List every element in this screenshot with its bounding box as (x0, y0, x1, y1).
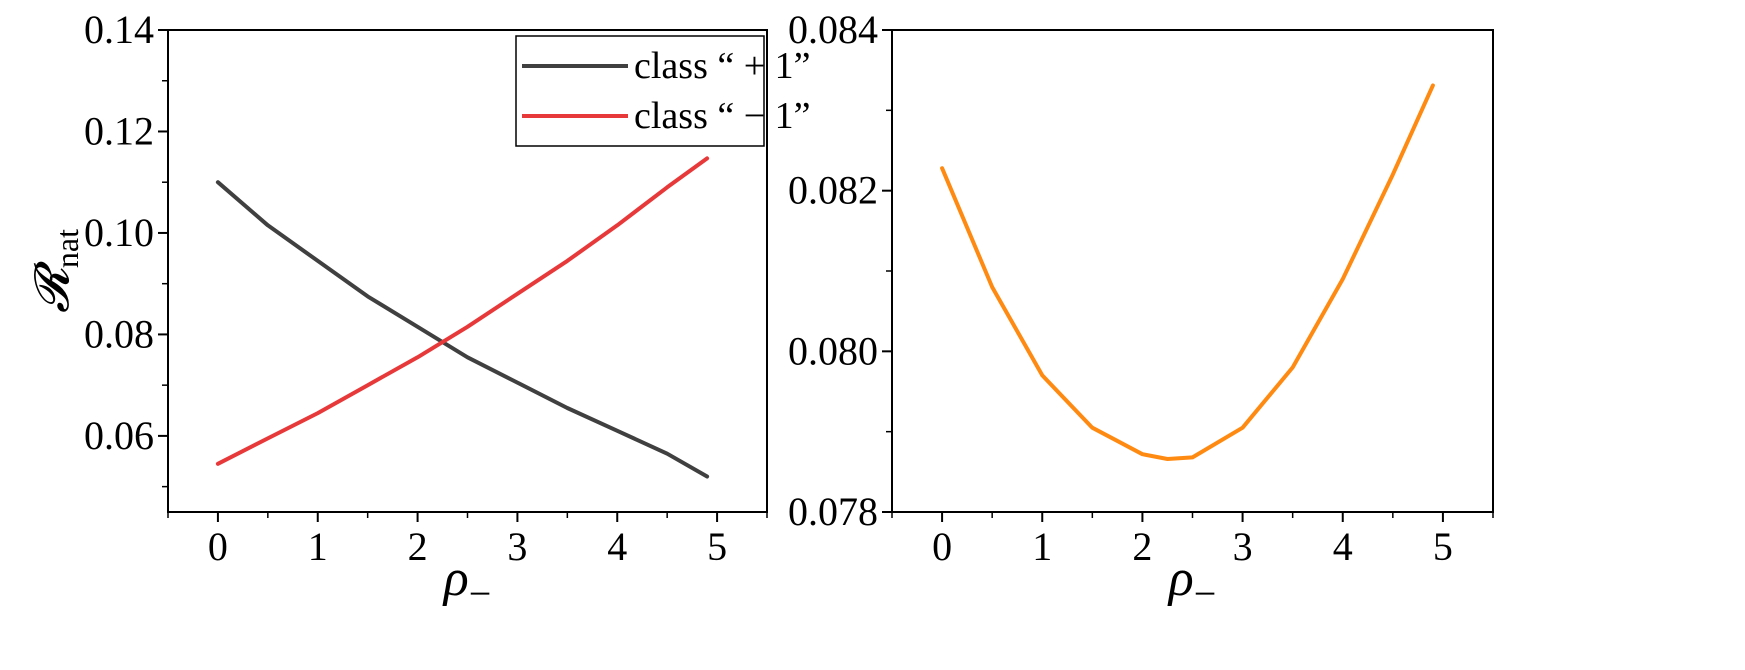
x-tick-label: 0 (208, 524, 228, 569)
left-panel: 0 1 2 3 4 5 0.06 0.08 0.10 0.12 0.14 ρ− 𝓡nat class “ … (26, 7, 811, 616)
series-line-0 (940, 83, 1435, 461)
y-tick-label: 0.12 (84, 108, 154, 153)
y-tick-label: 0.06 (84, 413, 154, 458)
x-axis-title-subscript: − (1194, 571, 1217, 616)
x-axis-title-subscript: − (469, 571, 492, 616)
x-axis-title-main: ρ (442, 550, 469, 607)
right-panel: 0 1 2 3 4 5 0.078 0.080 0.082 0.084 ρ− (788, 7, 1494, 616)
legend-label-1: class “ − 1” (634, 95, 811, 137)
x-axis-title: ρ− (1167, 550, 1217, 616)
legend-box (515, 35, 765, 147)
x-tick-label: 4 (607, 524, 627, 569)
y-tick-label: 0.078 (788, 489, 878, 534)
y-tick-label: 0.08 (84, 311, 154, 356)
x-tick-label: 5 (1433, 524, 1453, 569)
x-tick-label: 0 (932, 524, 952, 569)
x-tick-label: 2 (408, 524, 428, 569)
y-axis-title-text: 𝓡nat (26, 229, 85, 313)
x-tick-label: 1 (1032, 524, 1052, 569)
x-tick-label: 5 (707, 524, 727, 569)
x-tick-label: 2 (1132, 524, 1152, 569)
y-axis-title-main: 𝓡 (26, 260, 79, 313)
x-tick-label: 1 (308, 524, 328, 569)
y-axis-title-subscript: nat (49, 229, 85, 268)
y-tick-label: 0.082 (788, 168, 878, 213)
series-line-1 (215, 156, 710, 466)
legend-label-0: class “ + 1” (634, 45, 811, 87)
x-axis-title: ρ− (442, 550, 492, 616)
x-tick-label: 3 (1233, 524, 1253, 569)
plot-frame (891, 29, 1494, 513)
y-tick-label: 0.10 (84, 210, 154, 255)
x-tick-label: 4 (1333, 524, 1353, 569)
x-axis-title-main: ρ (1167, 550, 1194, 607)
y-tick-label: 0.080 (788, 328, 878, 373)
y-tick-label: 0.084 (788, 7, 878, 52)
x-tick-label: 3 (507, 524, 527, 569)
y-tick-label: 0.14 (84, 7, 154, 52)
y-axis-title: 𝓡nat (26, 229, 85, 313)
series-line-0 (215, 180, 710, 479)
